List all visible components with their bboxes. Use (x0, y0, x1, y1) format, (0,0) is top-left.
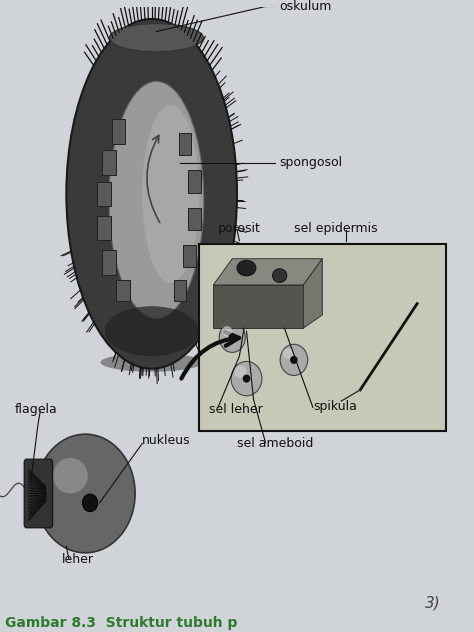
Ellipse shape (109, 82, 204, 319)
Ellipse shape (222, 326, 232, 337)
Ellipse shape (283, 348, 294, 359)
Ellipse shape (290, 356, 298, 364)
Ellipse shape (100, 353, 203, 372)
Text: spongosol: spongosol (280, 156, 343, 169)
Text: flagela: flagela (14, 403, 57, 416)
FancyBboxPatch shape (102, 150, 116, 175)
Ellipse shape (53, 458, 88, 494)
FancyBboxPatch shape (117, 280, 130, 301)
Ellipse shape (273, 269, 287, 283)
Ellipse shape (280, 344, 308, 375)
Text: porosit: porosit (218, 222, 261, 234)
Polygon shape (213, 258, 322, 285)
Ellipse shape (109, 23, 203, 52)
Ellipse shape (219, 322, 246, 353)
Ellipse shape (234, 366, 246, 378)
FancyBboxPatch shape (199, 244, 446, 431)
FancyBboxPatch shape (24, 459, 53, 528)
FancyBboxPatch shape (188, 170, 201, 193)
FancyBboxPatch shape (98, 181, 111, 206)
Text: 3): 3) (425, 595, 441, 611)
Ellipse shape (105, 306, 199, 356)
Text: nukleus: nukleus (142, 434, 191, 447)
Text: sel epidermis: sel epidermis (294, 222, 377, 234)
Ellipse shape (82, 494, 98, 511)
FancyBboxPatch shape (183, 245, 196, 267)
Ellipse shape (243, 375, 250, 382)
Text: leher: leher (62, 552, 94, 566)
FancyBboxPatch shape (111, 119, 125, 143)
FancyBboxPatch shape (174, 280, 186, 301)
FancyBboxPatch shape (98, 216, 111, 240)
FancyBboxPatch shape (179, 133, 191, 155)
Text: Gambar 8.3  Struktur tubuh p: Gambar 8.3 Struktur tubuh p (5, 616, 237, 630)
Polygon shape (213, 285, 303, 328)
Ellipse shape (237, 260, 256, 276)
Ellipse shape (228, 333, 236, 341)
Text: sel ameboid: sel ameboid (237, 437, 313, 450)
FancyBboxPatch shape (188, 207, 201, 230)
Ellipse shape (142, 105, 199, 283)
Text: oskulum: oskulum (280, 0, 332, 13)
Ellipse shape (231, 362, 262, 396)
FancyBboxPatch shape (102, 250, 116, 275)
Ellipse shape (36, 434, 135, 553)
Text: sel leher: sel leher (209, 403, 262, 416)
Text: spikula: spikula (313, 399, 357, 413)
Polygon shape (303, 258, 322, 328)
Ellipse shape (66, 19, 237, 368)
